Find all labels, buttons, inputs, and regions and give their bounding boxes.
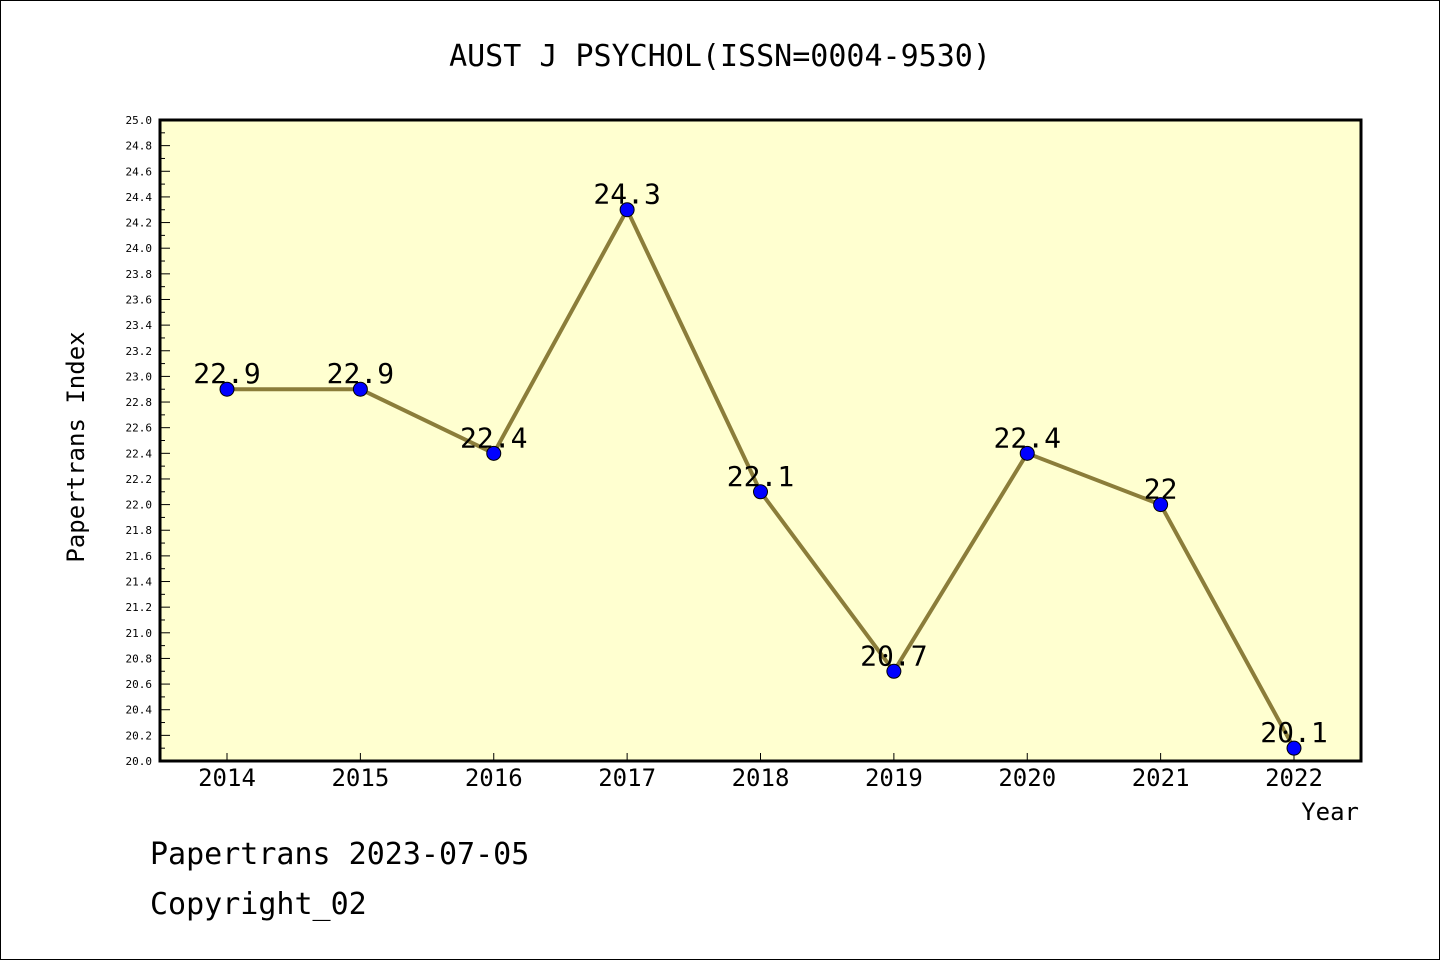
data-label: 20.7: [860, 639, 927, 672]
y-axis: 20.0 20.2 20.4 20.6 20.8 21.0 21.2 21.4 21.6 21.8…: [126, 114, 170, 768]
x-tick-label: 2022: [1265, 764, 1323, 792]
series-layer: 22.9 22.9 22.4 24.3 22.1 20.7 22.4 22 20.1: [193, 178, 1328, 756]
y-tick-label: 21.8: [126, 524, 153, 537]
data-label: 22.9: [193, 357, 260, 390]
x-tick-label: 2020: [998, 764, 1056, 792]
x-tick-label: 2015: [331, 764, 389, 792]
plot-border: [158, 118, 1363, 763]
y-tick-label: 24.2: [126, 217, 153, 230]
y-tick-label: 22.6: [126, 422, 153, 435]
y-tick-label: 22.4: [126, 447, 153, 460]
data-point: [219, 381, 235, 397]
y-tick-label: 23.2: [126, 345, 153, 358]
y-tick-label: 20.2: [126, 729, 153, 742]
x-axis: 2014 2015 2016 2017 2018 2019 2020 2021 2022: [198, 753, 1323, 792]
y-tick-label: 20.0: [126, 755, 153, 768]
y-tick-label: 21.2: [126, 601, 153, 614]
y-tick-label: 22.0: [126, 499, 153, 512]
data-point: [886, 663, 902, 679]
x-tick-label: 2017: [598, 764, 656, 792]
data-label: 24.3: [593, 178, 660, 211]
y-tick-label: 23.0: [126, 370, 153, 383]
data-label: 22.4: [994, 421, 1061, 454]
y-tick-label: 25.0: [126, 114, 153, 127]
x-tick-label: 2019: [865, 764, 923, 792]
y-tick-label: 23.4: [126, 319, 153, 332]
y-tick-label: 20.4: [126, 704, 153, 717]
data-label: 22.9: [327, 357, 394, 390]
data-label: 22.4: [460, 421, 527, 454]
y-tick-label: 21.6: [126, 550, 153, 563]
footer-copyright: Copyright_02: [150, 887, 367, 922]
data-point: [619, 202, 635, 218]
x-tick-label: 2016: [465, 764, 523, 792]
y-tick-label: 24.8: [126, 140, 153, 153]
y-tick-label: 20.6: [126, 678, 153, 691]
x-tick-label: 2021: [1132, 764, 1190, 792]
y-tick-label: 21.0: [126, 627, 153, 640]
y-tick-label: 20.8: [126, 652, 153, 665]
y-tick-label: 24.0: [126, 242, 153, 255]
y-tick-label: 22.2: [126, 473, 153, 486]
y-tick-label: 24.4: [126, 191, 153, 204]
footer-stamp: Papertrans 2023-07-05: [150, 837, 529, 872]
x-axis-label: Year: [1301, 798, 1359, 826]
data-label: 22.1: [727, 460, 794, 493]
chart-title: AUST J PSYCHOL(ISSN=0004-9530): [449, 39, 991, 74]
y-tick-label: 21.4: [126, 576, 153, 589]
data-point: [486, 445, 502, 461]
plot-area: [160, 120, 1361, 761]
data-label: 22: [1144, 473, 1178, 506]
y-tick-label: 23.6: [126, 293, 153, 306]
y-tick-label: 23.8: [126, 268, 153, 281]
x-tick-label: 2018: [732, 764, 790, 792]
data-point: [1286, 740, 1302, 756]
y-tick-label: 22.8: [126, 396, 153, 409]
data-point: [1019, 445, 1035, 461]
data-point: [352, 381, 368, 397]
data-label: 20.1: [1260, 716, 1327, 749]
x-tick-label: 2014: [198, 764, 256, 792]
y-tick-label: 24.6: [126, 165, 153, 178]
data-point: [753, 484, 768, 500]
y-axis-label: Papertrans Index: [62, 331, 90, 562]
data-point: [1153, 497, 1169, 513]
